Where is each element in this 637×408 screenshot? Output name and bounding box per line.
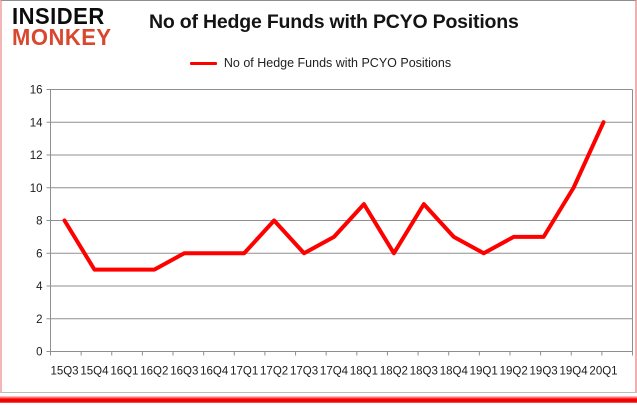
x-axis-label: 18Q2: [380, 366, 408, 378]
series-line-hedge-funds: [62, 120, 606, 272]
x-axis-label: 15Q4: [80, 366, 109, 378]
insider-monkey-logo: INSIDER MONKEY: [12, 2, 112, 51]
x-axis-label: 17Q3: [290, 366, 318, 378]
x-axis-label: 17Q4: [320, 366, 349, 378]
y-axis-label: 2: [36, 314, 42, 326]
x-axis-label: 16Q4: [200, 366, 229, 378]
x-axis-label: 19Q2: [500, 366, 528, 378]
legend-line-swatch: [189, 61, 217, 65]
chart-title: No of Hedge Funds with PCYO Positions: [149, 11, 519, 33]
x-axis-label: 17Q1: [230, 366, 258, 378]
y-axis-label: 4: [36, 281, 43, 293]
bottom-red-bar: [0, 396, 637, 403]
y-axis-label: 0: [36, 347, 42, 359]
logo-text-monkey: MONKEY: [12, 24, 112, 51]
y-axis-label: 6: [36, 248, 42, 260]
x-axis-label: 18Q1: [350, 366, 378, 378]
x-axis-label: 20Q1: [589, 366, 617, 378]
x-axis-label: 19Q4: [559, 366, 588, 378]
x-axis-label: 16Q1: [110, 366, 138, 378]
y-axis-label: 16: [30, 85, 43, 97]
x-axis-label: 19Q1: [470, 366, 498, 378]
x-axis-label: 17Q2: [260, 366, 288, 378]
x-axis-label: 16Q3: [170, 366, 198, 378]
x-axis-label: 19Q3: [530, 366, 558, 378]
y-axis-label: 10: [30, 183, 43, 195]
chart-card: INSIDER MONKEY No of Hedge Funds with PC…: [0, 0, 637, 393]
x-axis-label: 15Q3: [50, 366, 78, 378]
x-axis-label: 18Q3: [410, 366, 438, 378]
legend: No of Hedge Funds with PCYO Positions: [2, 55, 637, 71]
y-axis-label: 8: [36, 216, 42, 228]
y-axis-label: 12: [30, 150, 43, 162]
x-axis-label: 16Q2: [140, 366, 168, 378]
logo-text-insider: INSIDER: [12, 2, 105, 30]
y-axis-label: 14: [30, 117, 43, 129]
legend-label: No of Hedge Funds with PCYO Positions: [223, 56, 452, 70]
x-axis-label: 18Q4: [440, 366, 469, 378]
